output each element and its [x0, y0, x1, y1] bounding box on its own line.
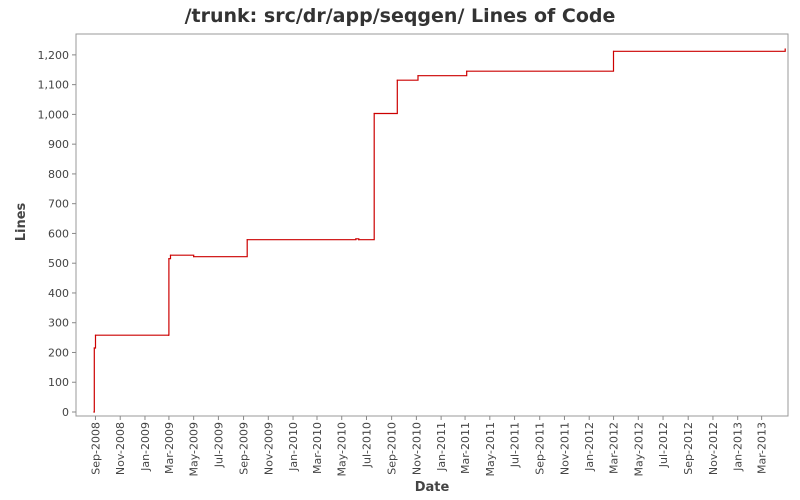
x-tick-label: Mar-2010	[311, 422, 324, 474]
y-tick-label: 700	[48, 198, 69, 211]
data-point	[358, 239, 360, 241]
x-tick-label: Jan-2013	[732, 422, 745, 472]
x-tick-label: Jul-2011	[509, 422, 522, 468]
x-tick-label: Nov-2012	[707, 422, 720, 475]
x-tick-label: Mar-2012	[608, 422, 621, 474]
y-tick-label: 500	[48, 257, 69, 270]
x-tick-label: May-2012	[632, 422, 645, 477]
x-tick-label: Sep-2011	[534, 422, 547, 475]
x-tick-label: Sep-2012	[682, 422, 695, 475]
x-tick-label: Sep-2009	[238, 422, 251, 475]
x-tick-label: Mar-2009	[163, 422, 176, 474]
data-point	[93, 347, 95, 349]
x-tick-label: Jul-2012	[657, 422, 670, 468]
y-tick-label: 800	[48, 168, 69, 181]
y-tick-label: 1,200	[38, 49, 70, 62]
x-tick-label: Mar-2011	[459, 422, 472, 474]
data-point	[169, 254, 172, 256]
x-tick-label: Sep-2008	[89, 422, 102, 475]
data-point	[396, 79, 398, 81]
x-axis-label: Date	[415, 480, 450, 495]
y-tick-label: 1,000	[38, 108, 70, 121]
x-tick-label: Nov-2010	[410, 422, 423, 475]
data-point	[417, 75, 419, 77]
y-tick-label: 400	[48, 287, 69, 300]
y-axis: 0 100 200 300 400 500 600 700 800 900 1,000 1,100 1,…	[38, 49, 76, 419]
data-point	[167, 334, 170, 336]
data-point	[373, 112, 375, 115]
x-tick-label: Jan-2010	[287, 422, 300, 472]
y-tick-label: 100	[48, 376, 69, 389]
x-tick-label: Mar-2013	[756, 422, 769, 474]
x-axis: Sep-2008 Nov-2008 Jan-2009 Mar-2009 May-2009…	[89, 416, 769, 477]
y-tick-label: 600	[48, 227, 69, 240]
data-point	[355, 238, 357, 240]
chart-title: /trunk: src/dr/app/seqgen/ Lines of Code	[185, 5, 616, 27]
x-tick-label: Jul-2010	[360, 422, 373, 468]
x-tick-label: Jan-2012	[583, 422, 596, 472]
y-tick-label: 900	[48, 138, 69, 151]
x-tick-label: Sep-2010	[386, 422, 399, 475]
x-tick-label: Nov-2009	[262, 422, 275, 475]
y-tick-label: 300	[48, 317, 69, 330]
x-tick-label: Jul-2009	[212, 422, 225, 468]
data-point	[168, 258, 170, 260]
y-axis-label: Lines	[14, 202, 29, 241]
data-point	[246, 239, 248, 241]
data-point	[784, 48, 786, 50]
x-tick-label: May-2011	[484, 422, 497, 477]
x-tick-label: May-2010	[336, 422, 349, 477]
x-tick-label: Nov-2008	[114, 422, 127, 475]
series-layer	[93, 48, 786, 413]
plot-area	[75, 33, 789, 417]
data-point	[612, 50, 615, 52]
x-tick-label: Nov-2011	[558, 422, 571, 475]
y-tick-label: 1,100	[38, 79, 70, 92]
x-tick-label: May-2009	[188, 422, 201, 477]
data-point	[466, 70, 468, 72]
data-point	[193, 256, 195, 258]
y-tick-label: 200	[48, 346, 69, 359]
x-tick-label: Jan-2009	[139, 422, 152, 472]
y-tick-label: 0	[62, 406, 69, 419]
x-tick-label: Jan-2011	[435, 422, 448, 472]
data-point	[94, 334, 97, 336]
data-point	[93, 411, 95, 413]
